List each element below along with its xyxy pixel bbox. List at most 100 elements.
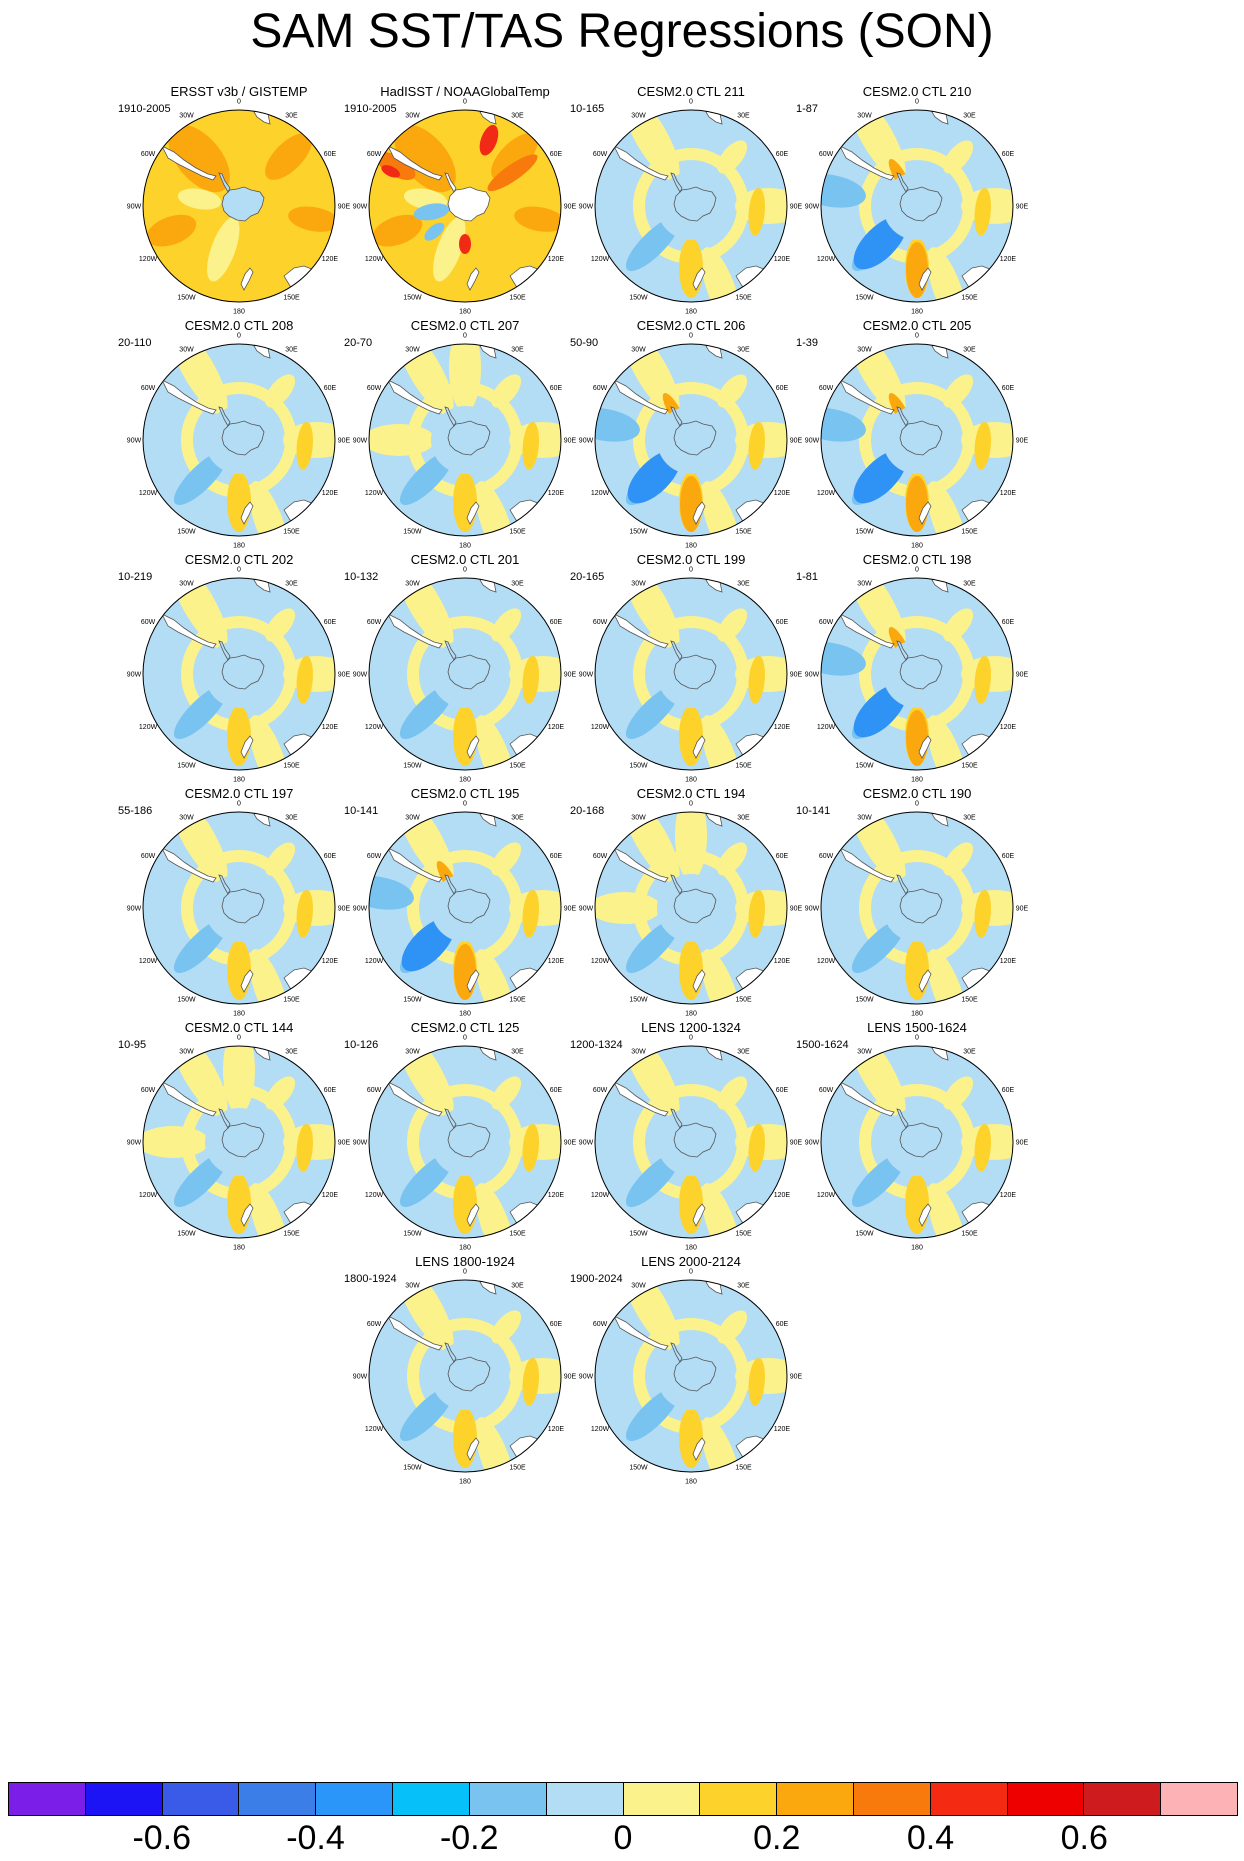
longitude-label: 30E xyxy=(737,1283,750,1290)
longitude-label: 150E xyxy=(283,1230,300,1237)
longitude-label: 30E xyxy=(737,1049,750,1056)
longitude-label: 30W xyxy=(857,347,872,354)
near-zero-anomaly xyxy=(717,1076,748,1110)
near-zero-anomaly xyxy=(717,1310,748,1344)
warm-anomaly xyxy=(522,889,539,938)
colorbar-swatch xyxy=(700,1783,778,1815)
longitude-label: 30W xyxy=(857,581,872,588)
warm-anomaly xyxy=(906,476,928,532)
panel-title: CESM2.0 CTL 201 xyxy=(410,552,520,567)
longitude-label: 30W xyxy=(631,581,646,588)
new-zealand-outline xyxy=(918,501,932,525)
longitude-label: 120W xyxy=(139,958,158,965)
longitude-label: 30E xyxy=(737,347,750,354)
longitude-label: 30E xyxy=(963,113,976,120)
longitude-label: 90W xyxy=(353,906,368,913)
cool-anomaly xyxy=(625,1153,680,1208)
polar-map: 0 30E 60E 90E 120E 150E 180 150W 120W 90W 60W 30W xyxy=(579,99,803,316)
map-panel: LENS 1800-1924 1800-1924 0 30E 60E 90E 120E 150… xyxy=(330,1254,600,1532)
map-panel: CESM2.0 CTL 125 10-126 0 30E 60E 90E 120E 150E 1… xyxy=(330,1020,600,1298)
new-zealand-outline xyxy=(240,1203,254,1227)
panel-title: CESM2.0 CTL 190 xyxy=(862,786,972,801)
longitude-label: 90E xyxy=(790,1140,803,1147)
south-america-outline xyxy=(387,145,443,181)
map-panel: CESM2.0 CTL 208 20-110 0 30E 60E 90E 120E 150E 1… xyxy=(104,318,374,596)
longitude-label: 150E xyxy=(961,762,978,769)
near-zero-anomaly xyxy=(249,715,290,770)
map-boundary xyxy=(820,577,1014,771)
longitude-label: 150E xyxy=(509,294,526,301)
near-zero-anomaly xyxy=(927,949,968,1004)
longitude-label: 150E xyxy=(735,528,752,535)
new-zealand-outline xyxy=(466,1203,480,1227)
longitude-label: 60W xyxy=(819,853,834,860)
antarctic-peninsula-outline xyxy=(218,874,231,895)
panel-period: 10-132 xyxy=(344,571,379,583)
longitude-label: 60W xyxy=(593,619,608,626)
longitude-label: 120W xyxy=(591,490,610,497)
longitude-label: 150E xyxy=(509,762,526,769)
panel-title: CESM2.0 CTL 195 xyxy=(410,786,520,801)
longitude-label: 0 xyxy=(237,99,241,106)
longitude-label: 60E xyxy=(1002,151,1015,158)
longitude-label: 180 xyxy=(459,1479,471,1486)
panel-period: 1200-1324 xyxy=(570,1039,623,1051)
warm-anomaly xyxy=(680,476,702,532)
antarctic-peninsula-outline xyxy=(896,640,909,661)
antarctic-peninsula-outline xyxy=(444,172,457,193)
antarctica-outline xyxy=(221,654,265,690)
colorbar-swatch xyxy=(239,1783,317,1815)
panel-title: CESM2.0 CTL 202 xyxy=(184,552,294,567)
longitude-label: 90E xyxy=(564,1374,577,1381)
longitude-label: 60W xyxy=(367,619,382,626)
near-zero-anomaly xyxy=(717,140,748,174)
antarctica-outline xyxy=(673,1356,717,1392)
antarctic-peninsula-outline xyxy=(896,406,909,427)
panel-period: 10-219 xyxy=(118,571,153,583)
longitude-label: 120W xyxy=(365,1192,384,1199)
longitude-label: 90E xyxy=(338,672,351,679)
hot-anomaly xyxy=(487,154,538,192)
longitude-label: 60E xyxy=(324,385,337,392)
longitude-label: 120E xyxy=(548,1426,565,1433)
longitude-label: 60W xyxy=(819,151,834,158)
longitude-label: 30E xyxy=(963,581,976,588)
colorbar-swatch xyxy=(316,1783,394,1815)
longitude-label: 60E xyxy=(776,853,789,860)
longitude-label: 30W xyxy=(631,815,646,822)
longitude-label: 120W xyxy=(139,724,158,731)
antarctica-outline xyxy=(899,654,943,690)
near-zero-anomaly xyxy=(369,424,435,456)
longitude-label: 60E xyxy=(324,619,337,626)
longitude-label: 90W xyxy=(579,906,594,913)
near-zero-anomaly xyxy=(475,1183,516,1238)
near-zero-anomaly xyxy=(249,1183,290,1238)
antarctic-peninsula-outline xyxy=(896,874,909,895)
longitude-label: 60W xyxy=(593,1087,608,1094)
longitude-label: 90E xyxy=(790,438,803,445)
longitude-label: 120E xyxy=(322,724,339,731)
longitude-label: 150E xyxy=(283,294,300,301)
cool-anomaly xyxy=(399,685,454,740)
longitude-label: 30E xyxy=(511,113,524,120)
warm-anomaly xyxy=(905,940,929,1000)
near-zero-anomaly xyxy=(265,374,296,408)
longitude-label: 30E xyxy=(963,347,976,354)
cool-anomaly xyxy=(595,407,640,442)
new-zealand-outline xyxy=(918,1203,932,1227)
panel-period: 1500-1624 xyxy=(796,1039,849,1051)
longitude-label: 120E xyxy=(322,490,339,497)
longitude-label: 120W xyxy=(817,724,836,731)
new-zealand-outline xyxy=(918,735,932,759)
map-panel: CESM2.0 CTL 205 1-39 0 30E 60E 90E 120E 150E 180… xyxy=(782,318,1052,596)
longitude-label: 30W xyxy=(631,1283,646,1290)
colorbar-labels: -0.6 -0.4 -0.2 0 0.2 0.4 0.6 xyxy=(8,1818,1238,1858)
south-america-outline xyxy=(161,145,217,181)
longitude-label: 90E xyxy=(790,906,803,913)
near-zero-anomaly xyxy=(491,374,522,408)
longitude-label: 30W xyxy=(857,1049,872,1056)
panel-period: 20-165 xyxy=(570,571,605,583)
new-zealand-outline xyxy=(692,267,706,291)
longitude-label: 90W xyxy=(127,672,142,679)
longitude-label: 180 xyxy=(459,543,471,550)
